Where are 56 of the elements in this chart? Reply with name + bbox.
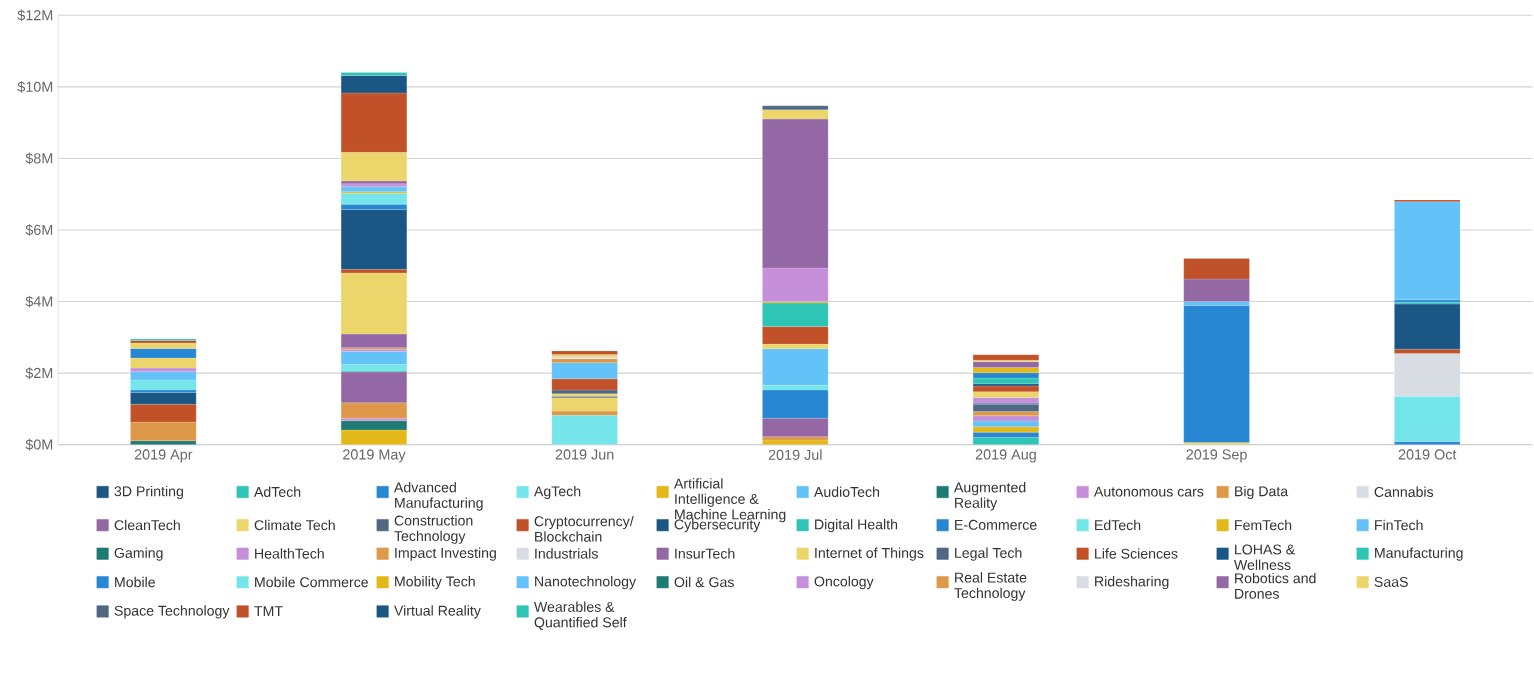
- x-tick-label: 2019 Oct: [1398, 449, 1457, 460]
- legend-label: Oncology: [814, 576, 874, 590]
- legend-label: AgTech: [533, 485, 581, 500]
- legend-label: 3D Printing: [114, 485, 183, 500]
- legend-label: Big Data: [1235, 485, 1289, 500]
- y-tick-label: $12M: [17, 9, 53, 22]
- legend-label: TMT: [254, 606, 283, 616]
- legend-label: Augmented Reality: [953, 482, 1026, 511]
- y-tick-label: $2M: [25, 367, 53, 379]
- legend-label: Impact Investing: [395, 547, 496, 561]
- legend-label: Mobile Commerce: [255, 576, 368, 588]
- legend-label: Wearables & Quantified Self: [534, 601, 627, 630]
- legend-label: Mobility Tech: [395, 576, 475, 590]
- x-tick-label: 2019 Sep: [1186, 449, 1247, 463]
- legend-label: Nanotechnology: [535, 576, 637, 590]
- legend-label: Life Sciences: [1095, 548, 1178, 559]
- legend-label: InsurTech: [675, 548, 735, 559]
- x-tick-label: 2019 Jul: [768, 449, 822, 460]
- legend-label: Virtual Reality: [394, 605, 481, 619]
- legend-label: Robotics and Drones: [1235, 572, 1316, 599]
- legend-label: Real Estate Technology: [954, 572, 1027, 601]
- legend-label: Manufacturing: [1375, 547, 1463, 561]
- legend-label: Cryptocurrency/Blockchain: [534, 515, 634, 542]
- y-tick-label: $8M: [25, 152, 53, 165]
- legend-label: Cannabis: [1374, 486, 1434, 497]
- y-tick-label: $10M: [17, 81, 53, 93]
- y-tick-label: $4M: [25, 295, 53, 308]
- legend-label: Internet of Things: [815, 547, 924, 561]
- legend-label: Legal Tech: [955, 547, 1022, 561]
- legend-label: HealthTech: [255, 548, 324, 559]
- legend-label: Mobile: [115, 576, 155, 588]
- x-tick-label: 2019 Apr: [134, 449, 193, 463]
- legend-label: Ridesharing: [1095, 576, 1169, 590]
- legend-label: E-Commerce: [955, 519, 1037, 530]
- legend-label: FemTech: [1235, 519, 1292, 531]
- x-tick-label: 2019 Jun: [555, 449, 614, 460]
- legend-label: Gaming: [114, 547, 163, 561]
- legend-label: FinTech: [1375, 519, 1423, 531]
- x-tick-label: 2019 May: [343, 449, 406, 463]
- legend-label: AdTech: [253, 486, 301, 497]
- legend-label: Climate Tech: [254, 519, 335, 531]
- legend-label: Advanced Manufacturing: [393, 482, 483, 511]
- x-tick-label: 2019 Aug: [975, 449, 1036, 463]
- legend-label: Construction Technology: [394, 515, 473, 544]
- legend-label: Digital Health: [815, 519, 898, 533]
- legend-label: EdTech: [1095, 519, 1141, 531]
- legend-label: Autonomous cars: [1093, 486, 1204, 497]
- legend-label: AudioTech: [813, 486, 880, 497]
- legend-label: Oil & Gas: [674, 576, 734, 588]
- y-tick-label: $0M: [25, 438, 53, 451]
- legend-label: Industrials: [535, 548, 598, 559]
- legend-label: LOHAS & Wellness: [1234, 544, 1295, 570]
- legend-label: CleanTech: [114, 519, 180, 531]
- y-tick-label: $6M: [25, 224, 53, 236]
- legend-label: Space Technology: [114, 605, 230, 619]
- legend-label: SaaS: [1374, 576, 1408, 587]
